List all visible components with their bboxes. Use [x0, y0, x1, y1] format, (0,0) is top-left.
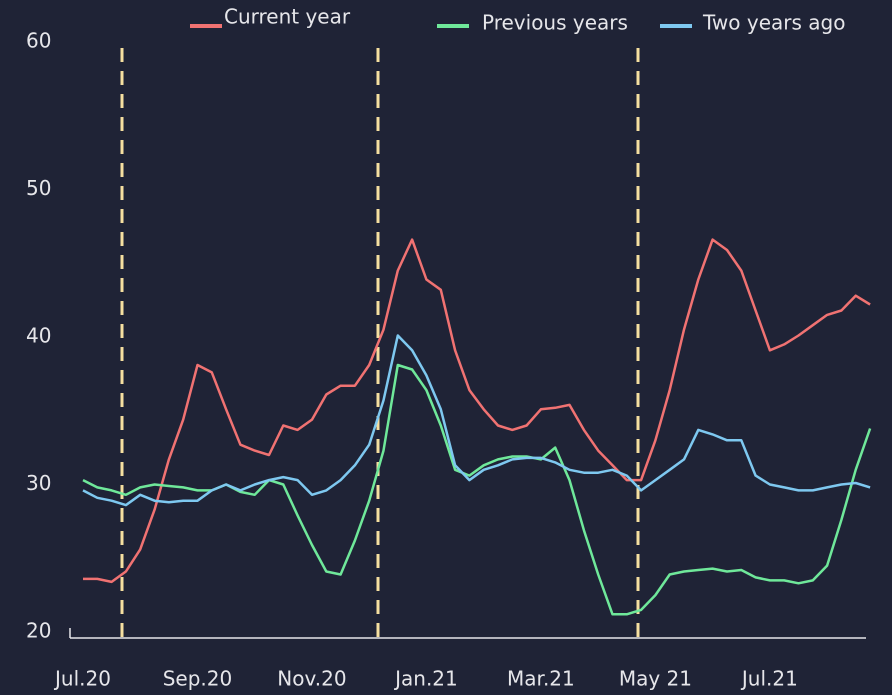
x-tick-label: Jul.21	[740, 667, 798, 691]
x-tick-label: Sep.20	[163, 667, 233, 691]
x-tick-label: Jul.20	[53, 667, 111, 691]
y-tick-label: 20	[26, 619, 51, 643]
y-tick-label: 50	[26, 176, 51, 200]
x-tick-label: Nov.20	[277, 667, 346, 691]
annotation-lines	[120, 48, 640, 640]
legend-label: Two years ago	[702, 11, 845, 35]
legend-label: Previous years	[482, 11, 628, 35]
series-line	[82, 334, 871, 507]
series-line	[83, 238, 871, 584]
legend-swatch	[437, 24, 469, 28]
y-tick-label: 40	[26, 324, 51, 348]
x-tick-label: Jan.21	[393, 667, 458, 691]
legend-swatch	[660, 24, 692, 28]
legend-swatch	[190, 24, 222, 28]
y-tick-label: 30	[26, 471, 51, 495]
y-tick-label: 60	[26, 29, 51, 53]
x-tick-label: May 21	[619, 667, 692, 691]
x-tick-label: Mar.21	[507, 667, 575, 691]
legend-label: Current year	[224, 5, 351, 29]
